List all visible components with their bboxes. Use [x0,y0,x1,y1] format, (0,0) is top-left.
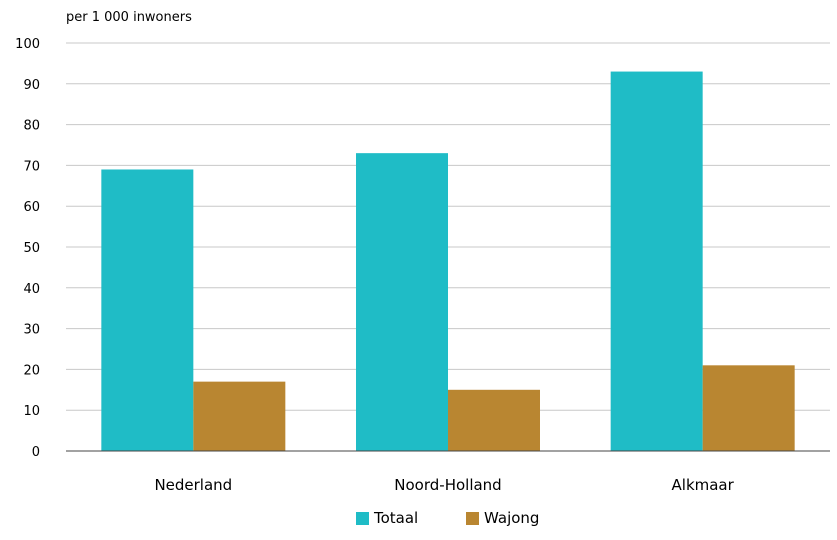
legend-swatch-totaal [356,512,369,525]
y-tick-label: 0 [32,445,40,460]
y-tick-labels: 0 10 20 30 40 50 60 70 80 90 100 [15,37,40,460]
legend: Totaal Wajong [356,509,539,527]
legend-label-totaal: Totaal [373,509,418,527]
bar-totaal-noord-holland [356,153,448,451]
y-tick-label: 60 [23,200,40,215]
y-tick-label: 50 [23,241,40,256]
bar-totaal-nederland [101,169,194,452]
x-tick-labels: Nederland Noord-Holland Alkmaar [154,476,734,494]
bar-wajong-alkmaar [702,365,795,451]
y-axis-label: per 1 000 inwoners [66,10,192,25]
y-tick-label: 90 [23,78,40,93]
x-tick-label: Alkmaar [672,476,735,494]
bar-totaal-alkmaar [610,71,703,451]
y-tick-label: 70 [23,159,40,174]
y-tick-label: 30 [23,323,40,338]
y-tick-label: 80 [23,119,40,134]
bar-wajong-nederland [193,381,286,451]
x-tick-label: Noord-Holland [394,476,501,494]
legend-swatch-wajong [466,512,479,525]
bars [101,71,795,452]
y-tick-label: 100 [15,37,40,52]
legend-label-wajong: Wajong [484,509,539,527]
bar-wajong-noord-holland [448,389,540,451]
y-tick-label: 10 [23,404,40,419]
y-tick-label: 20 [23,363,40,378]
y-tick-label: 40 [23,282,40,297]
x-tick-label: Nederland [154,476,232,494]
